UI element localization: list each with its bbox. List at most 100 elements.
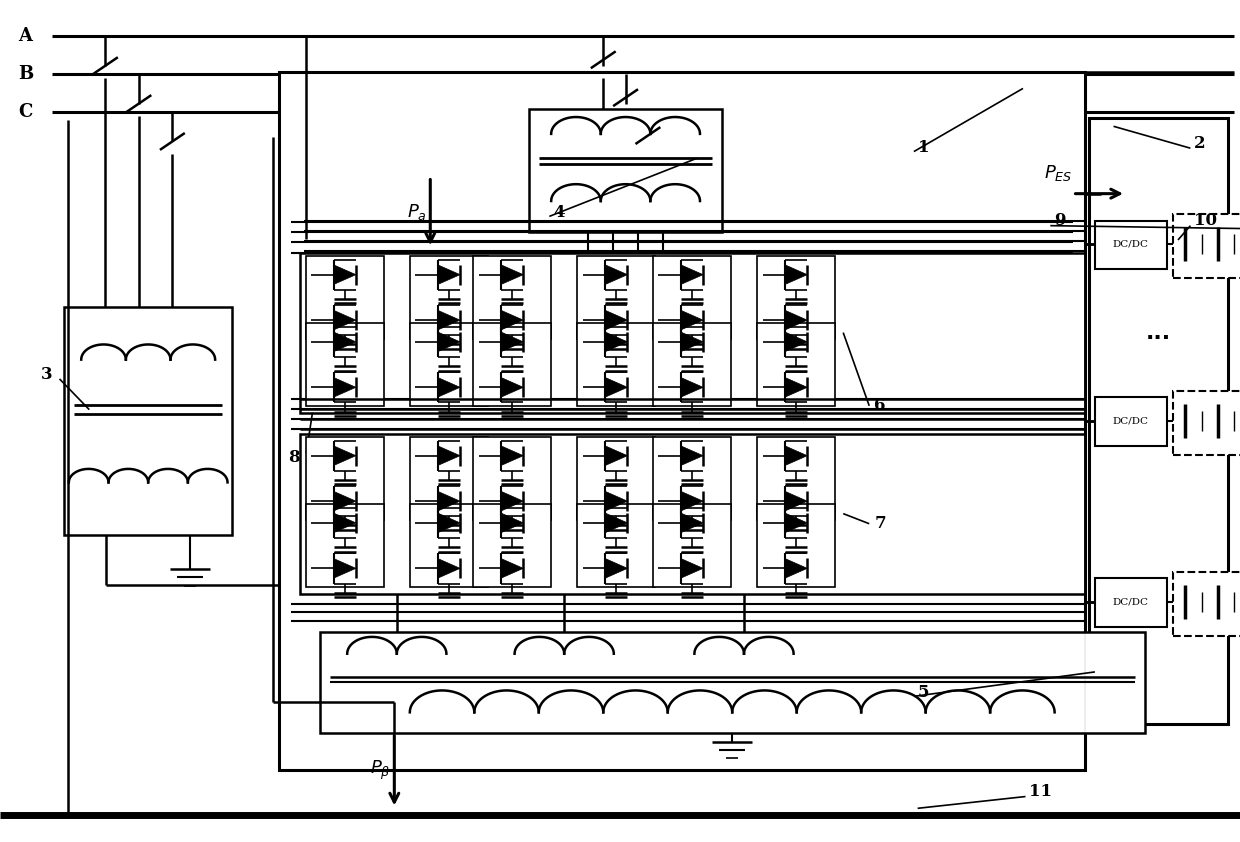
- Bar: [756, 437, 836, 520]
- Text: 5: 5: [918, 684, 929, 701]
- Text: DC/DC: DC/DC: [1112, 598, 1149, 606]
- Polygon shape: [501, 264, 523, 285]
- Text: 10: 10: [1194, 212, 1218, 229]
- Text: 1: 1: [918, 139, 929, 156]
- Polygon shape: [501, 446, 523, 466]
- Polygon shape: [334, 558, 356, 578]
- Bar: [306, 323, 384, 407]
- Text: 6: 6: [874, 397, 885, 414]
- Bar: [1095, 221, 1167, 269]
- Bar: [474, 437, 552, 520]
- Polygon shape: [501, 492, 523, 511]
- Bar: [300, 253, 1085, 413]
- Polygon shape: [605, 558, 627, 578]
- Bar: [409, 256, 489, 339]
- Bar: [652, 437, 730, 520]
- Polygon shape: [681, 264, 703, 285]
- Text: 3: 3: [41, 366, 52, 383]
- Polygon shape: [438, 377, 460, 397]
- Text: C: C: [19, 103, 33, 121]
- Bar: [306, 437, 384, 520]
- Text: 8: 8: [288, 449, 299, 466]
- Bar: [578, 437, 655, 520]
- Text: DC/DC: DC/DC: [1112, 417, 1149, 425]
- Bar: [756, 504, 836, 588]
- Text: 7: 7: [874, 515, 885, 532]
- Bar: [578, 323, 655, 407]
- Polygon shape: [501, 558, 523, 578]
- Polygon shape: [438, 446, 460, 466]
- Polygon shape: [785, 264, 807, 285]
- Text: A: A: [19, 27, 32, 45]
- Polygon shape: [681, 513, 703, 533]
- Bar: [279, 72, 1085, 770]
- Text: DC/DC: DC/DC: [1112, 240, 1149, 248]
- Polygon shape: [605, 492, 627, 511]
- Polygon shape: [334, 492, 356, 511]
- Bar: [1173, 391, 1240, 455]
- Polygon shape: [334, 446, 356, 466]
- Polygon shape: [605, 332, 627, 352]
- Text: B: B: [19, 65, 33, 83]
- Polygon shape: [501, 332, 523, 352]
- Polygon shape: [785, 558, 807, 578]
- Bar: [320, 632, 1145, 733]
- Text: $P_{ES}$: $P_{ES}$: [1044, 163, 1073, 183]
- Bar: [409, 504, 489, 588]
- Polygon shape: [501, 311, 523, 330]
- Bar: [300, 434, 1085, 594]
- Polygon shape: [681, 558, 703, 578]
- Polygon shape: [605, 377, 627, 397]
- Polygon shape: [438, 311, 460, 330]
- Polygon shape: [681, 446, 703, 466]
- Polygon shape: [681, 492, 703, 511]
- Text: 2: 2: [1194, 135, 1205, 152]
- Text: $P_a$: $P_a$: [407, 202, 427, 222]
- Polygon shape: [681, 332, 703, 352]
- Polygon shape: [605, 311, 627, 330]
- Bar: [1089, 118, 1228, 724]
- Polygon shape: [501, 377, 523, 397]
- Polygon shape: [438, 264, 460, 285]
- Polygon shape: [785, 446, 807, 466]
- Polygon shape: [605, 513, 627, 533]
- Polygon shape: [438, 513, 460, 533]
- Bar: [474, 256, 552, 339]
- Polygon shape: [334, 264, 356, 285]
- Polygon shape: [334, 513, 356, 533]
- Polygon shape: [501, 513, 523, 533]
- Polygon shape: [681, 311, 703, 330]
- Polygon shape: [785, 513, 807, 533]
- Bar: [306, 504, 384, 588]
- Bar: [529, 109, 722, 232]
- Bar: [409, 323, 489, 407]
- Bar: [652, 323, 730, 407]
- Polygon shape: [605, 264, 627, 285]
- Text: 11: 11: [1029, 783, 1053, 800]
- Polygon shape: [438, 492, 460, 511]
- Polygon shape: [438, 558, 460, 578]
- Bar: [756, 323, 836, 407]
- Bar: [409, 437, 489, 520]
- Polygon shape: [785, 332, 807, 352]
- Bar: [578, 256, 655, 339]
- Bar: [1095, 397, 1167, 446]
- Bar: [474, 323, 552, 407]
- Text: ...: ...: [1146, 322, 1171, 343]
- Bar: [652, 256, 730, 339]
- Polygon shape: [681, 377, 703, 397]
- Text: 4: 4: [553, 204, 564, 221]
- Polygon shape: [785, 311, 807, 330]
- Polygon shape: [605, 446, 627, 466]
- Bar: [1173, 572, 1240, 636]
- Bar: [64, 307, 232, 535]
- Polygon shape: [334, 377, 356, 397]
- Bar: [1095, 578, 1167, 627]
- Polygon shape: [334, 332, 356, 352]
- Bar: [652, 504, 730, 588]
- Bar: [474, 504, 552, 588]
- Polygon shape: [438, 332, 460, 352]
- Polygon shape: [785, 492, 807, 511]
- Bar: [578, 504, 655, 588]
- Bar: [306, 256, 384, 339]
